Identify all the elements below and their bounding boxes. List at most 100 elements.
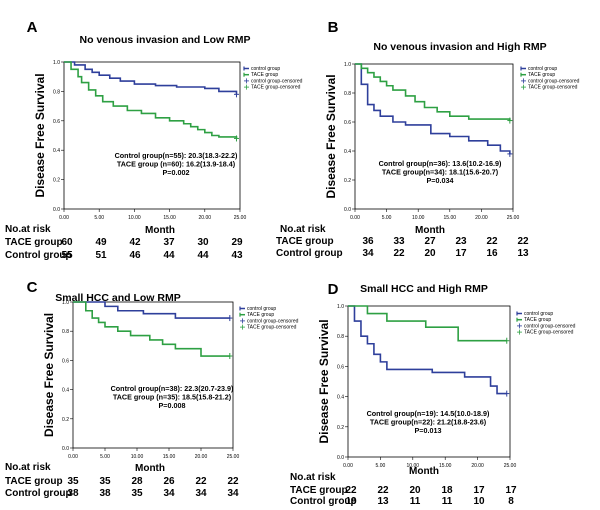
x-axis-label: Month [409,466,439,477]
risk-count: 16 [486,248,498,259]
x-axis-label: Month [415,225,445,236]
x-axis-label: Month [135,463,165,474]
series-line-0 [64,61,238,95]
stat-annotation: P=0.008 [159,401,186,410]
risk-count: 43 [231,250,243,261]
risk-count: 44 [163,250,175,261]
y-tick-label: 0.8 [62,329,69,335]
risk-table-header: No.at risk [280,224,326,235]
y-axis-label: Disease Free Survival [42,313,56,437]
risk-row-label: Control group [290,496,357,507]
x-axis-label: Month [145,225,175,236]
y-axis-label: Disease Free Survival [317,319,331,443]
x-tick-label: 15.00 [439,463,452,469]
risk-row-label: TACE group [276,236,334,247]
stat-annotation: Control group(n=36): 13.6(10.2-16.9) [379,159,502,168]
y-tick-label: 0.0 [53,207,60,213]
risk-count: 46 [129,250,141,261]
panel-b: B No venous invasion and High RMP 0.0 0.2 0.… [276,19,580,259]
panel-letter: B [328,19,339,36]
chart-title: Small HCC and High RMP [360,283,488,295]
stat-annotation: P=0.013 [415,426,442,435]
risk-count: 23 [455,236,467,247]
risk-row-label: Control group [5,488,72,499]
risk-count: 13 [377,496,389,507]
series-line-1 [64,61,238,139]
y-tick-label: 0.6 [344,120,351,126]
risk-count: 17 [455,248,467,259]
x-tick-label: 20.00 [471,463,484,469]
legend-entry: control group-censored [247,318,299,324]
x-tick-label: 20.00 [195,454,208,460]
x-tick-label: 5.00 [376,463,386,469]
risk-count: 44 [197,250,209,261]
x-tick-label: 5.00 [94,215,104,221]
risk-count: 10 [473,496,485,507]
risk-count: 34 [362,248,374,259]
risk-count: 49 [95,237,107,248]
legend-entry: control group [247,306,276,312]
risk-count: 36 [362,236,374,247]
x-tick-label: 25.00 [234,215,247,221]
y-tick-label: 0.8 [337,334,344,340]
risk-row-label: TACE group [290,485,348,496]
legend-entry: TACE group-censored [528,85,578,91]
x-tick-label: 5.00 [100,454,110,460]
plot-frame [72,301,234,449]
panel-a: A No venous invasion and Low RMP 0.0 0.2 0.4… [5,19,303,261]
legend-entry: TACE group-censored [524,330,574,336]
risk-count: 30 [197,237,209,248]
y-tick-label: 0.6 [62,358,69,364]
plot-frame [347,305,511,458]
stat-annotation: P=0.034 [427,176,454,185]
x-tick-label: 20.00 [199,215,212,221]
legend-entry: TACE group [524,317,551,323]
y-tick-label: 0.2 [344,178,351,184]
panel-c: C Small HCC and Low RMP 0.0 0.2 0.4 0.6 0.8 1.0… [5,279,299,499]
risk-count: 22 [227,476,239,487]
risk-count: 19 [345,496,357,507]
risk-count: 35 [131,488,143,499]
risk-count: 51 [95,250,107,261]
legend-entry: control group [524,311,553,317]
risk-count: 11 [442,496,453,507]
risk-row-label: Control group [5,250,72,261]
stat-annotation: Control group(n=55): 20.3(18.3-22.2) [115,151,238,160]
stat-annotation: TACE group (n=35): 18.5(15.8-21.2) [113,393,232,402]
legend-entry: TACE group-censored [247,325,297,331]
legend-entry: control group-censored [524,323,576,329]
chart-title: Small HCC and Low RMP [55,292,180,304]
x-tick-label: 15.00 [163,215,176,221]
x-tick-label: 25.00 [504,463,517,469]
risk-count: 18 [441,485,453,496]
x-tick-label: 15.00 [444,215,457,221]
y-tick-label: 0.4 [337,395,344,401]
y-tick-label: 1.0 [337,304,344,310]
risk-row-label: TACE group [5,237,63,248]
risk-table-header: No.at risk [290,472,336,483]
y-tick-label: 0.0 [337,455,344,461]
x-tick-label: 10.00 [407,463,420,469]
risk-row-label: Control group [276,248,343,259]
y-tick-label: 1.0 [344,62,351,68]
series-line-0 [73,301,230,319]
y-tick-label: 0.8 [344,91,351,97]
risk-table-header: No.at risk [5,224,51,235]
legend-entry: control group [251,66,280,72]
series-line-1 [348,305,507,342]
risk-count: 33 [393,236,405,247]
risk-row-label: TACE group [5,476,63,487]
risk-table-header: No.at risk [5,462,51,473]
x-tick-label: 0.00 [68,454,78,460]
legend-entry: control group [528,66,557,72]
x-tick-label: 10.00 [128,215,141,221]
risk-count: 20 [409,485,421,496]
risk-count: 27 [424,236,436,247]
chart-title: No venous invasion and High RMP [373,41,546,53]
stat-annotation: TACE group (n=60): 16.2(13.9-18.4) [117,160,236,169]
y-tick-label: 0.0 [62,446,69,452]
risk-count: 35 [67,476,79,487]
risk-count: 22 [517,236,529,247]
legend-entry: control group-censored [251,78,303,84]
